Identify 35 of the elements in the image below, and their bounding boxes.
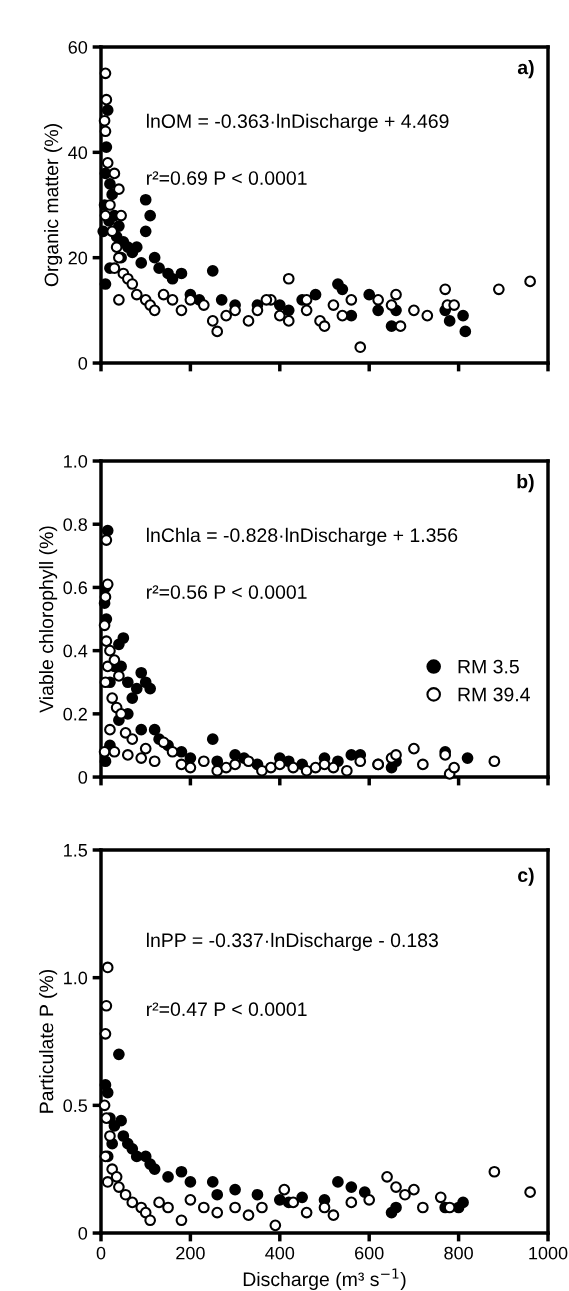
y-tick-label: 1.5 [64,844,88,857]
x-tick-label: 1000 [529,1246,568,1260]
y-axis-title: Particulate P (%) [39,969,58,1113]
annotation: r²=0.47 P < 0.0001 [146,1002,307,1017]
y-axis-title: Organic matter (%) [44,124,63,287]
annotation: r²=0.56 P < 0.0001 [146,585,307,599]
y-tick-label: 60 [68,40,88,54]
y-tick-label: 0.4 [63,644,88,658]
x-tick-label: 400 [265,1246,295,1260]
x-axis-title: Discharge (m³ s$^{−1}$) [243,1268,406,1291]
y-tick-label: 0.2 [63,707,87,721]
y-tick-label: 0 [78,356,88,370]
y-tick-label: 0.8 [63,518,88,531]
legend-label: RM 3.5 [458,659,519,674]
x-tick-label: 200 [176,1246,205,1260]
annotation: lnChla = -0.828·lnDischarge + 1.356 [147,527,458,546]
y-tick-label: 40 [68,146,88,160]
x-tick-label: 800 [444,1246,473,1260]
annotation: lnPP = -0.337·lnDischarge - 0.183 [147,932,438,951]
y-tick-label: 20 [68,251,88,265]
annotation: r²=0.69 P < 0.0001 [146,171,307,185]
y-axis-title: Viable chlorophyll (%) [39,526,58,713]
y-tick-label: 1.0 [64,971,88,985]
y-tick-label: 0.5 [63,1099,88,1113]
legend-label: RM 39.4 [458,687,530,702]
y-tick-label: 1.0 [64,454,88,468]
y-tick-label: 0 [78,1226,88,1240]
annotation: c) [518,867,534,886]
x-tick-label: 0 [96,1246,106,1260]
annotation: b) [517,474,534,493]
annotation: lnOM = -0.363·lnDischarge + 4.469 [147,113,449,132]
y-tick-label: 0.6 [63,581,88,595]
y-tick-label: 0 [78,770,88,784]
annotation: a) [517,60,534,79]
x-tick-label: 600 [355,1246,384,1260]
